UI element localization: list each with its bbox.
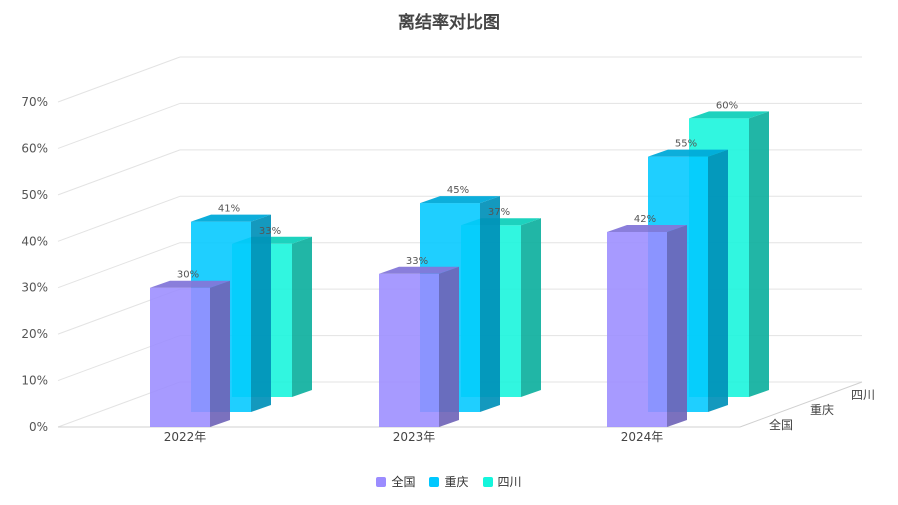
legend-item[interactable]: 全国 — [376, 473, 415, 490]
bar-top — [648, 149, 728, 157]
legend: 全国 重庆 四川 — [0, 473, 898, 490]
grid-line-diagonal — [57, 195, 181, 242]
bar-side — [292, 236, 312, 397]
data-label: 33% — [406, 256, 428, 267]
depth-axis-label: 四川 — [851, 388, 875, 402]
bar-top — [689, 111, 769, 119]
depth-axis-label: 重庆 — [810, 403, 834, 417]
bar-side — [708, 149, 728, 412]
y-tick-label: 50% — [21, 188, 48, 202]
chart-title: 离结率对比图 — [398, 13, 500, 33]
legend-item[interactable]: 重庆 — [429, 473, 469, 490]
y-tick-label: 70% — [21, 95, 48, 109]
data-label: 60% — [716, 100, 738, 111]
floor-side-edge — [739, 381, 863, 428]
chart-plot: 0% 10% 20% 30% 40% 50% 60% 70% 2022年 2023年 2024年 全国… — [21, 56, 875, 444]
bar-front — [379, 273, 439, 427]
bar-top — [420, 196, 500, 204]
bar-side — [439, 266, 459, 427]
y-tick-label: 40% — [21, 234, 48, 248]
data-label: 37% — [488, 207, 510, 218]
bar-side — [251, 214, 271, 412]
bar — [379, 266, 459, 427]
legend-item[interactable]: 四川 — [482, 473, 522, 490]
legend-swatch — [482, 476, 493, 487]
bar-side — [210, 280, 230, 427]
bar-side — [480, 196, 500, 412]
legend-swatch — [429, 476, 440, 487]
y-tick-label: 30% — [21, 281, 48, 295]
y-tick-label: 60% — [21, 141, 48, 155]
y-tick-label: 10% — [21, 374, 48, 388]
grid-line-diagonal — [57, 149, 181, 196]
data-label: 30% — [177, 270, 199, 281]
grid-line-diagonal — [57, 102, 181, 149]
bar-top — [191, 214, 271, 222]
grid-line-diagonal — [57, 242, 181, 289]
bar-top — [607, 225, 687, 232]
data-label: 42% — [634, 214, 656, 225]
data-label: 45% — [447, 185, 469, 196]
data-label: 41% — [218, 204, 240, 215]
x-tick-label: 2024年 — [621, 430, 664, 444]
grid-line-diagonal — [57, 56, 181, 103]
bar — [150, 280, 230, 427]
bar-side — [521, 218, 541, 397]
bar-front — [150, 287, 210, 427]
x-tick-label: 2023年 — [393, 430, 436, 444]
legend-label: 全国 — [391, 475, 416, 489]
depth-axis-label: 全国 — [769, 417, 793, 432]
data-label: 55% — [675, 139, 697, 150]
bar-front — [607, 232, 667, 427]
bar-side — [667, 225, 687, 427]
axis-labels: 0% 10% 20% 30% 40% 50% 60% 70% 2022年 2023年 2024年 全国… — [21, 95, 875, 444]
legend-label: 重庆 — [444, 475, 469, 489]
bar-top — [150, 280, 230, 288]
x-tick-label: 2022年 — [164, 430, 207, 444]
data-labels: 33% 37% 60% 41% 45% 55% 30% 33% 42% — [177, 100, 738, 280]
legend-label: 四川 — [497, 475, 522, 489]
y-tick-label: 0% — [29, 420, 48, 434]
bars — [150, 111, 769, 427]
legend-swatch — [376, 476, 387, 487]
bar-top — [379, 266, 459, 274]
y-tick-label: 20% — [21, 327, 48, 341]
data-label: 33% — [259, 226, 281, 237]
bar — [607, 225, 687, 427]
bar-side — [749, 111, 769, 397]
